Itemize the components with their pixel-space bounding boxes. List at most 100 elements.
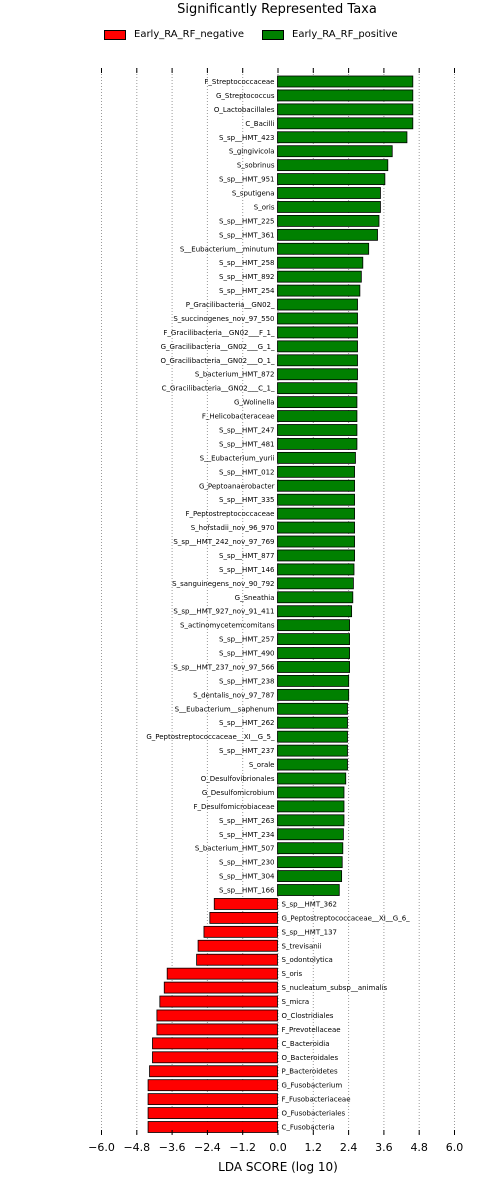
bar xyxy=(197,939,278,952)
bar xyxy=(277,772,347,785)
bar xyxy=(277,214,380,227)
bar xyxy=(277,187,381,199)
bar-label: S_sp__HMT_481 xyxy=(219,440,274,448)
bar-label: S__Eubacterium_yurii xyxy=(200,454,275,462)
bar-label: S_sp__HMT_247 xyxy=(219,427,274,435)
bar-label: S_sanguinegens_nov_90_792 xyxy=(172,580,274,588)
bar xyxy=(277,479,355,492)
bar xyxy=(277,730,348,743)
bar-label: C_Bacilli xyxy=(245,120,274,128)
bar xyxy=(277,744,348,757)
bar-label: S_sp__HMT_225 xyxy=(219,217,274,225)
bar xyxy=(159,995,278,1008)
chart-title: Significantly Represented Taxa xyxy=(177,2,377,17)
x-tick-label: −4.8 xyxy=(123,1141,150,1154)
bar-label: S_sp__HMT_254 xyxy=(219,287,275,295)
bar-label: S_sp__HMT_146 xyxy=(219,566,275,574)
bar xyxy=(277,284,361,297)
bar xyxy=(277,117,414,130)
bar-label: S__Eubacterium__saphenum xyxy=(175,705,275,713)
bar xyxy=(277,507,355,520)
bar xyxy=(277,870,343,882)
bar xyxy=(277,256,364,269)
bar-label: G_Gracilibacteria__GN02___G_1_ xyxy=(161,343,275,351)
bar-label: S_succinogenes_nov_97_550 xyxy=(173,315,274,323)
bar-label: S_sp__HMT_230 xyxy=(219,859,274,867)
bar xyxy=(277,786,345,799)
bar xyxy=(277,103,414,116)
bar-label: C_Fusobacteria xyxy=(282,1124,335,1132)
x-tick-label: −6.0 xyxy=(88,1141,115,1154)
bar-label: S_sp__HMT_362 xyxy=(282,900,337,908)
bar-label: S_dentalis_nov_97_787 xyxy=(193,691,274,699)
legend-swatch-negative xyxy=(104,29,126,40)
bar-label: S_sp__HMT_137 xyxy=(282,928,337,936)
bar-label: F_Gracilibacteria__GN02___F_1_ xyxy=(163,329,275,337)
bar-label: S_sp__HMT_237 xyxy=(219,747,274,755)
legend-label-negative: Early_RA_RF_negative xyxy=(134,29,245,40)
bar-label: S_sobrinus xyxy=(237,162,275,170)
bar xyxy=(277,270,362,283)
bar-label: F_Helicobacteraceae xyxy=(202,413,275,421)
bar xyxy=(277,131,408,144)
x-axis-label: LDA SCORE (log 10) xyxy=(218,1160,338,1174)
bar xyxy=(203,925,278,938)
bar xyxy=(277,354,358,367)
bar xyxy=(152,1037,278,1050)
bar-label: G_Fusobacterium xyxy=(282,1082,343,1090)
bar xyxy=(277,228,378,241)
legend-label-positive: Early_RA_RF_positive xyxy=(292,29,398,40)
bar xyxy=(277,577,354,590)
bar xyxy=(277,382,358,395)
bar xyxy=(277,563,355,576)
bar xyxy=(149,1065,278,1078)
x-tick-label: 3.6 xyxy=(375,1141,393,1154)
bar-label: S_sp__HMT_423 xyxy=(219,134,274,142)
bar-label: S_hofstadii_nov_96_970 xyxy=(191,524,275,532)
bar xyxy=(196,953,278,966)
bar xyxy=(277,75,414,88)
bar-label: S_gingivicola xyxy=(229,148,275,156)
bar xyxy=(277,493,355,506)
bar-label: S_oris xyxy=(282,970,303,978)
bar-label: O_Gracilibacteria__GN02___O_1_ xyxy=(160,357,275,365)
bar-label: S_sp__HMT_258 xyxy=(219,259,274,267)
bar-label: S_sp__HMT_361 xyxy=(219,231,274,239)
bar xyxy=(277,326,358,339)
bar-label: S_sp__HMT_877 xyxy=(219,552,274,560)
bar-label: C_Bacteroidia xyxy=(282,1040,330,1048)
bar xyxy=(277,521,355,534)
bar xyxy=(147,1079,278,1092)
bar-label: C_Gracilibacteria__GN02___C_1_ xyxy=(162,385,275,393)
bar xyxy=(277,159,389,172)
x-tick-label: 4.8 xyxy=(410,1141,428,1154)
bar xyxy=(277,312,358,325)
bar-label: S_sp__HMT_242_nov_97_769 xyxy=(173,538,274,546)
bar-label: F_Desulfomicrobiaceae xyxy=(193,803,274,811)
bar-label: O_Desulfovibrionales xyxy=(201,775,275,783)
bar-label: S_sp__HMT_892 xyxy=(219,273,274,281)
bar xyxy=(277,716,348,729)
bar-label: P_Gracilibacteria__GN02_ xyxy=(186,301,275,309)
x-tick-label: −1.2 xyxy=(229,1141,256,1154)
bar-label: S_bacterium_HMT_872 xyxy=(195,371,275,379)
bar-label: S_sp__HMT_951 xyxy=(219,176,274,184)
bar xyxy=(277,173,386,185)
x-tick-label: 2.4 xyxy=(340,1141,358,1154)
bar xyxy=(277,675,350,687)
bar xyxy=(277,702,348,715)
bar-label: F_Peptostreptococcaceae xyxy=(185,510,274,518)
bar xyxy=(277,591,354,604)
bar xyxy=(277,605,353,618)
x-tick-label: 6.0 xyxy=(446,1141,464,1154)
bar-label: O_Bacteroidales xyxy=(282,1054,339,1062)
bar-label: S_oris xyxy=(254,203,275,211)
bar-label: S_trevisanii xyxy=(282,942,322,950)
legend-item-positive: Early_RA_RF_positive xyxy=(262,29,398,40)
bar xyxy=(277,842,344,855)
bar xyxy=(147,1107,278,1119)
bar-label: S_sp__HMT_262 xyxy=(219,719,274,727)
bar-label: S_sp__HMT_238 xyxy=(219,677,274,685)
bar xyxy=(213,898,278,910)
